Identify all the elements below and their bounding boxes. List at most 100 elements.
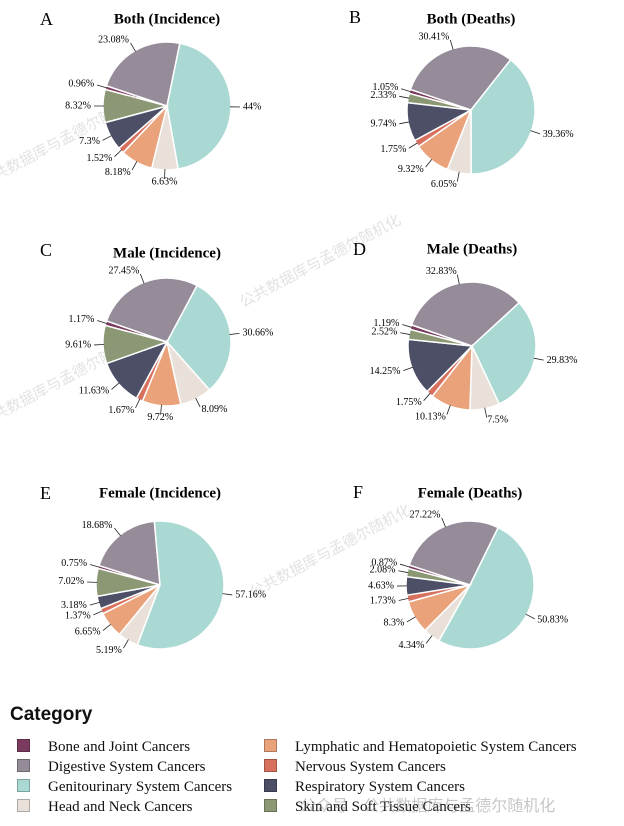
legend-item: Bone and Joint Cancers [17,739,190,755]
panel-letter: D [353,239,366,259]
leader-line [399,121,410,125]
legend-item: Digestive System Cancers [17,759,205,775]
leader-line [423,392,431,401]
leader-line [401,88,411,93]
slice-value-label: 8.09% [202,404,228,415]
slice-value-label: 4.63% [368,580,394,591]
slice-value-label: 4.34% [398,640,424,651]
panel-title: Both (Deaths) [427,11,516,27]
legend-item: Head and Neck Cancers [17,799,193,815]
slice-value-label: 2.33% [370,90,396,101]
slice-value-label: 50.83% [537,614,568,625]
leader-line [399,95,410,99]
leader-line [222,593,233,596]
slice-value-label: 0.87% [371,558,397,569]
legend-swatch [17,799,30,812]
panel-letter: A [40,9,53,29]
legend-label: Digestive System Cancers [48,759,206,775]
slice-value-label: 2.08% [370,564,396,575]
leader-line [399,563,410,568]
leader-line [102,624,112,631]
panel-title: Both (Incidence) [114,11,220,27]
leader-line [140,273,145,284]
slice-value-label: 7.3% [79,136,100,147]
legend-swatch [264,759,277,772]
slice-value-label: 7.02% [58,576,84,587]
pie-chart-panels: A Both (Incidence) 0.96% 23.08% 44% 6.63% 8.18… [40,7,577,656]
leader-line [135,398,141,409]
slice-value-label: 44% [243,101,261,112]
legend-title: Category [10,704,93,725]
leader-line [398,570,409,574]
leader-line [131,161,138,171]
legend-label: Lymphatic and Hematopoietic System Cance… [295,739,577,755]
slice-value-label: 3.18% [61,600,87,611]
leader-line [89,601,100,606]
slice-value-label: 9.61% [65,339,91,350]
leader-line [89,564,100,568]
leader-line [229,332,240,335]
leader-line [484,407,488,418]
legend-swatch [264,779,277,792]
leader-line [449,39,454,50]
panel-letter: B [349,7,361,27]
slice-value-label: 27.22% [410,509,441,520]
slice-value-label: 8.32% [65,100,91,111]
leader-line [533,357,544,361]
legend-label: Skin and Soft Tissue Cancers [295,799,471,815]
slice-value-label: 27.45% [108,265,139,276]
legend-item: Lymphatic and Hematopoietic System Cance… [264,739,577,755]
slice-value-label: 0.75% [61,558,87,569]
slice-value-label: 18.68% [82,520,113,531]
legend-item: Skin and Soft Tissue Cancers [264,799,471,815]
legend-label: Nervous System Cancers [295,759,446,775]
leader-line [400,332,411,335]
slice-value-label: 1.17% [69,314,95,325]
legend-item: Genitourinary System Cancers [17,779,232,795]
slice-value-label: 7.5% [487,415,508,426]
leader-line [96,84,107,89]
slice-value-label: 14.25% [370,366,401,377]
slice-value-label: 30.41% [419,31,450,42]
slice-value-label: 1.19% [374,318,400,329]
legend-label: Bone and Joint Cancers [48,739,191,755]
leader-line [114,149,122,157]
leader-line [398,597,409,601]
leader-line [402,324,412,328]
leader-line [403,366,413,372]
slice-value-label: 6.65% [75,627,101,638]
slice-value-label: 39.36% [543,129,574,140]
slice-value-label: 9.72% [147,412,173,423]
slice-value-label: 9.74% [371,119,397,130]
leader-line [97,320,107,324]
panel-title: Female (Incidence) [99,485,221,501]
pie-slice [166,42,232,170]
pie-panel-d: D Male (Deaths) 1.19% 32.83% 29.83% 7.5% 10.13… [353,239,577,426]
slice-value-label: 30.66% [243,327,274,338]
legend-item: Nervous System Cancers [264,759,446,775]
pie-panel-c: C Male (Incidence) 1.17% 27.45% 30.66% 8.09% 9… [40,240,273,423]
leader-line [102,135,112,141]
pie-panel-f: F Female (Deaths) 0.87% 27.22% 50.83% 4.34% 8.… [353,482,568,651]
legend-label: Head and Neck Cancers [48,799,193,815]
leader-line [130,42,136,52]
leader-line [93,610,103,616]
leader-line [114,527,121,537]
slice-value-label: 1.52% [86,153,112,164]
legend-swatch [17,739,30,752]
leader-line [530,130,541,135]
slice-value-label: 11.63% [79,386,109,397]
slice-value-label: 8.3% [384,618,405,629]
leader-line [425,635,433,644]
panel-letter: F [353,482,363,502]
slice-value-label: 1.67% [108,405,134,416]
legend-swatch [17,779,30,792]
legend-label: Genitourinary System Cancers [48,779,233,795]
slice-value-label: 1.05% [372,82,398,93]
legend-item: Respiratory System Cancers [264,779,465,795]
leader-line [111,382,120,390]
pie-panel-e: E Female (Incidence) 0.75% 18.68% 57.16% 5.19… [40,483,266,656]
leader-line [525,613,535,620]
slice-value-label: 32.83% [426,266,457,277]
panel-title: Male (Deaths) [427,241,517,257]
